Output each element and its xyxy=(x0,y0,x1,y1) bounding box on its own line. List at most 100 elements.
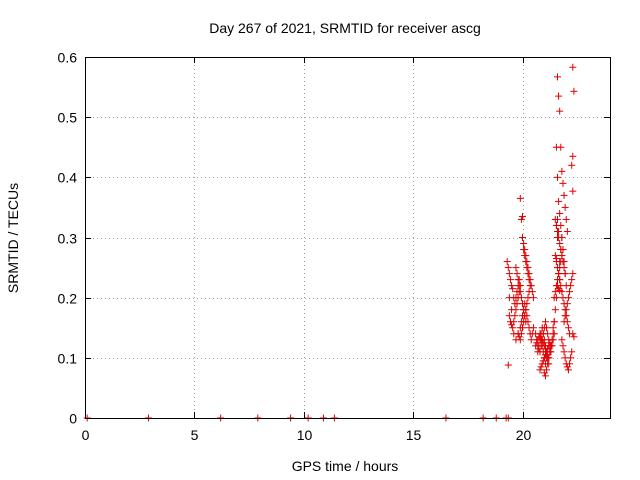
x-tick-label: 0 xyxy=(82,427,90,443)
data-point xyxy=(539,339,547,347)
data-point xyxy=(569,63,577,71)
data-point xyxy=(570,333,578,341)
data-point xyxy=(558,336,566,344)
data-point xyxy=(559,246,567,254)
data-point xyxy=(564,366,572,374)
data-point xyxy=(560,264,568,272)
data-point xyxy=(519,212,526,220)
data-point xyxy=(545,354,553,362)
data-point xyxy=(555,197,563,205)
data-point xyxy=(505,270,513,278)
data-point xyxy=(562,306,570,314)
data-point xyxy=(549,324,557,332)
axis-ticks xyxy=(85,57,610,419)
data-point xyxy=(539,357,547,365)
data-point xyxy=(541,372,549,380)
data-point xyxy=(504,264,512,272)
data-point xyxy=(558,167,566,175)
y-tick-label: 0.3 xyxy=(58,231,78,247)
data-point xyxy=(550,318,558,326)
data-point xyxy=(561,203,569,211)
data-point xyxy=(519,234,526,241)
data-point xyxy=(523,312,531,320)
data-point xyxy=(516,336,524,344)
data-point xyxy=(549,336,557,344)
data-point xyxy=(517,294,525,302)
data-point xyxy=(506,276,514,284)
data-point xyxy=(521,300,529,308)
y-tick-label: 0.4 xyxy=(58,170,78,186)
x-tick-label: 15 xyxy=(406,427,422,443)
data-point xyxy=(524,264,532,272)
data-point xyxy=(548,342,556,350)
data-point xyxy=(560,191,568,199)
data-point xyxy=(569,270,577,278)
data-point xyxy=(511,312,519,320)
data-point xyxy=(552,221,560,229)
data-point xyxy=(524,318,532,326)
data-point xyxy=(521,246,529,254)
y-tick-label: 0.1 xyxy=(58,351,78,367)
data-point xyxy=(560,258,568,266)
data-point xyxy=(504,361,512,369)
data-point xyxy=(569,330,577,338)
data-point xyxy=(516,194,524,202)
data-point xyxy=(505,294,513,302)
data-point xyxy=(551,306,559,314)
data-point xyxy=(527,282,535,290)
data-point xyxy=(528,288,536,296)
data-point xyxy=(563,300,571,308)
data-point xyxy=(513,270,521,278)
data-point xyxy=(515,282,523,290)
data-point xyxy=(566,360,574,368)
data-point xyxy=(547,348,555,356)
data-point xyxy=(509,285,517,293)
data-point xyxy=(555,270,563,278)
y-tick-label: 0 xyxy=(69,411,77,427)
data-point xyxy=(552,255,560,263)
data-point xyxy=(516,288,524,296)
data-point xyxy=(559,342,567,350)
y-tick-label: 0.6 xyxy=(58,50,78,66)
data-point xyxy=(564,324,572,332)
data-point xyxy=(568,161,576,169)
axis-tick-labels: 0 0.1 0.2 0.3 0.4 0.5 0.6 0 5 10 15 20 xyxy=(58,50,532,444)
data-point xyxy=(551,288,559,296)
data-point xyxy=(523,258,531,266)
data-point xyxy=(564,294,572,302)
data-point xyxy=(522,252,530,260)
data-point xyxy=(556,107,564,115)
data-point xyxy=(556,240,564,248)
data-point xyxy=(544,330,552,338)
y-tick-label: 0.2 xyxy=(58,291,78,307)
data-point xyxy=(555,92,563,100)
data-point xyxy=(544,360,552,368)
data-point xyxy=(543,366,551,374)
data-markers xyxy=(83,63,578,422)
y-tick-label: 0.5 xyxy=(58,110,78,126)
data-point xyxy=(551,252,559,260)
data-point xyxy=(541,318,549,326)
data-point xyxy=(563,227,571,235)
x-axis-title: GPS time / hours xyxy=(292,458,399,474)
data-point xyxy=(556,286,564,294)
data-point xyxy=(556,209,564,217)
data-point xyxy=(536,366,544,374)
data-point xyxy=(562,215,570,223)
data-point xyxy=(519,324,526,332)
plot-frame xyxy=(85,57,611,419)
x-tick-label: 20 xyxy=(516,427,532,443)
data-point xyxy=(522,306,530,314)
chart-title: Day 267 of 2021, SRMTID for receiver asc… xyxy=(209,20,481,36)
data-point xyxy=(543,324,551,332)
data-point xyxy=(554,215,561,223)
data-point xyxy=(556,276,564,284)
data-point xyxy=(529,294,537,302)
data-point xyxy=(550,330,558,338)
data-point xyxy=(538,336,546,344)
data-point xyxy=(541,345,549,353)
x-tick-label: 10 xyxy=(297,427,313,443)
data-point xyxy=(510,318,518,326)
data-point xyxy=(567,354,575,362)
